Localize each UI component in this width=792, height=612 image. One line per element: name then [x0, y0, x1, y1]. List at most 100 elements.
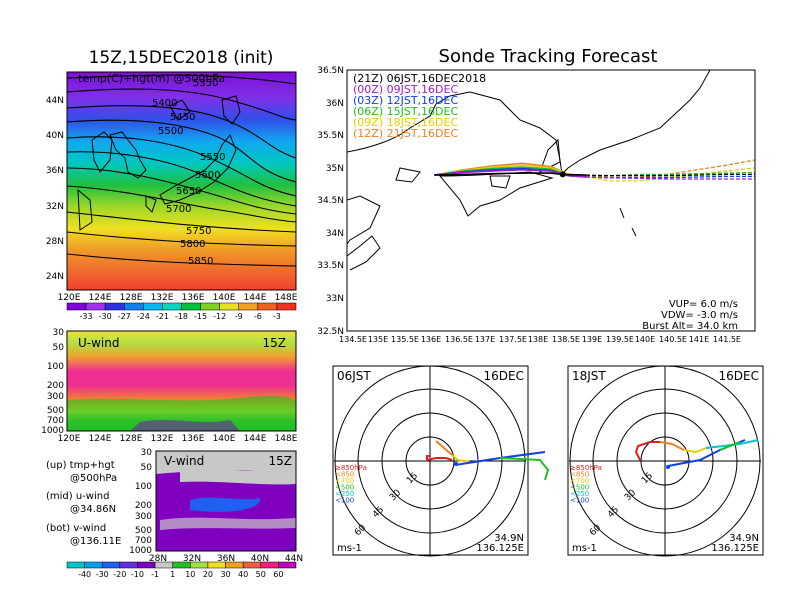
y-tick: 200	[135, 501, 152, 511]
launch-legend: (21Z) 06JST,16DEC2018(00Z) 09JST,16DEC(0…	[353, 72, 486, 140]
tracking-map	[346, 69, 756, 332]
colorbar-swatch	[124, 302, 144, 311]
colorbar-label: -21	[156, 312, 169, 321]
lon-tick: 124E	[89, 293, 112, 303]
contour-label: 5400	[152, 98, 177, 109]
vwind-label: V-wind	[164, 454, 204, 468]
vdw-text: VDW= -3.0 m/s	[661, 310, 738, 321]
lon-tick: 135.5E	[391, 335, 419, 344]
x-tick: 28N	[149, 554, 167, 564]
lat-tick: 32.5N	[317, 327, 344, 337]
y-tick: 30	[53, 328, 65, 338]
lon-tick: 128E	[120, 293, 143, 303]
track-line-descent	[585, 176, 755, 180]
y-tick: 1000	[129, 546, 152, 556]
polar-left-level-legend: ≥850hPa<850<700<500<250<100	[335, 464, 367, 505]
x-tick: 32N	[183, 554, 201, 564]
lat-tick: 33N	[326, 294, 344, 304]
level-legend-entry: <250	[570, 490, 589, 498]
polar-right	[567, 365, 764, 557]
uwind-panel	[66, 330, 297, 432]
colorbar-label: -10	[131, 570, 144, 579]
level-legend-entry: <250	[335, 490, 354, 498]
x-tick: 132E	[151, 434, 174, 444]
lon-tick: 132E	[151, 293, 174, 303]
contour-label: 5350	[193, 78, 218, 89]
left-map-contour-labels: 5350 5400 5450 5500 5550 5600 5650 5700 …	[152, 78, 225, 267]
lon-tick: 135E	[368, 335, 388, 344]
lon-tick: 140.5E	[659, 335, 687, 344]
level-legend-entry: <850	[570, 471, 589, 479]
left-map-title: 15Z,15DEC2018 (init)	[89, 48, 274, 68]
colorbar-swatch	[66, 561, 85, 569]
flight-params: VUP= 6.0 m/s VDW= -3.0 m/s Burst Alt= 34…	[642, 299, 738, 332]
x-tick: 148E	[275, 434, 298, 444]
level-legend-entry: ≥850hPa	[335, 464, 367, 472]
lat-tick: 36N	[46, 166, 64, 176]
colorbar-swatch	[238, 302, 259, 311]
vwind-x-ticks: 28N 32N 36N 40N 44N	[149, 554, 303, 564]
lat-tick: 34N	[326, 229, 344, 239]
launch-entry: (09Z) 18JST,16DEC	[353, 116, 458, 129]
colorbar-swatch	[278, 561, 297, 569]
colorbar-label: -1	[151, 570, 159, 579]
launch-entry: (06Z) 15JST,16DEC	[353, 105, 458, 118]
lat-tick: 32N	[46, 202, 64, 212]
colorbar-swatch	[225, 561, 244, 569]
launch-entry: (12Z) 21JST,16DEC	[353, 127, 458, 140]
colorbar-swatch	[154, 561, 173, 569]
colorbar-swatch	[162, 302, 182, 311]
note-mid-1: (mid) u-wind	[46, 491, 109, 502]
polar-right-lat: 34.9N	[729, 533, 759, 544]
lon-tick: 139E	[582, 335, 602, 344]
colorbar-swatch	[137, 561, 156, 569]
colorbar-swatch	[200, 302, 220, 311]
colorbar-label: -9	[235, 312, 243, 321]
lon-tick: 137E	[475, 335, 495, 344]
y-tick: 300	[47, 392, 64, 402]
left-map-frame	[66, 71, 297, 291]
colorbar-label: -20	[113, 570, 126, 579]
launch-entry: (03Z) 12JST,16DEC	[353, 94, 458, 107]
burst-point	[559, 171, 566, 178]
lon-tick: 140E	[635, 335, 655, 344]
colorbar-swatch	[84, 561, 103, 569]
level-legend-entry: <100	[570, 497, 589, 505]
x-tick: 40N	[251, 554, 269, 564]
polar-left	[332, 365, 550, 557]
left-map-lon-ticks: 120E 124E 128E 132E 136E 140E 144E 148E	[58, 293, 298, 303]
panel-notes: (up) tmp+hgt @500hPa (mid) u-wind @34.86…	[46, 460, 121, 547]
colorbar-swatch	[190, 561, 209, 569]
polar-left-lon: 136.125E	[476, 543, 524, 554]
note-bot-2: @136.11E	[70, 536, 121, 547]
track-line-descent	[585, 167, 755, 182]
level-legend-entry: <700	[335, 477, 354, 485]
burst-text: Burst Alt= 34.0 km	[642, 321, 738, 332]
lon-tick: 141E	[689, 335, 709, 344]
y-tick: 500	[135, 526, 152, 536]
colorbar-swatch	[104, 302, 125, 311]
x-tick: 124E	[89, 434, 112, 444]
vup-text: VUP= 6.0 m/s	[669, 299, 738, 310]
polar-right-level-legend: ≥850hPa<850<700<500<250<100	[570, 464, 602, 505]
y-tick: 500	[47, 406, 64, 416]
level-legend-entry: <700	[570, 477, 589, 485]
lon-tick: 137.5E	[499, 335, 527, 344]
x-tick: 140E	[213, 434, 236, 444]
uwind-label: U-wind	[78, 336, 119, 350]
contour-label: 5800	[180, 239, 205, 250]
y-tick: 700	[135, 536, 152, 546]
colorbar-swatch	[172, 561, 191, 569]
y-tick: 200	[47, 381, 64, 391]
colorbar-label: -40	[78, 570, 91, 579]
colorbar-label: 1	[170, 570, 175, 579]
uwind-time: 15Z	[263, 336, 287, 350]
note-mid-2: @34.86N	[70, 504, 116, 515]
vwind-time: 15Z	[269, 454, 293, 468]
note-up-2: @500hPa	[70, 473, 117, 484]
colorbar-swatch	[143, 302, 163, 311]
lat-tick: 36.5N	[317, 66, 344, 76]
colorbar-label: 20	[203, 570, 213, 579]
contour-label: 5700	[166, 204, 191, 215]
